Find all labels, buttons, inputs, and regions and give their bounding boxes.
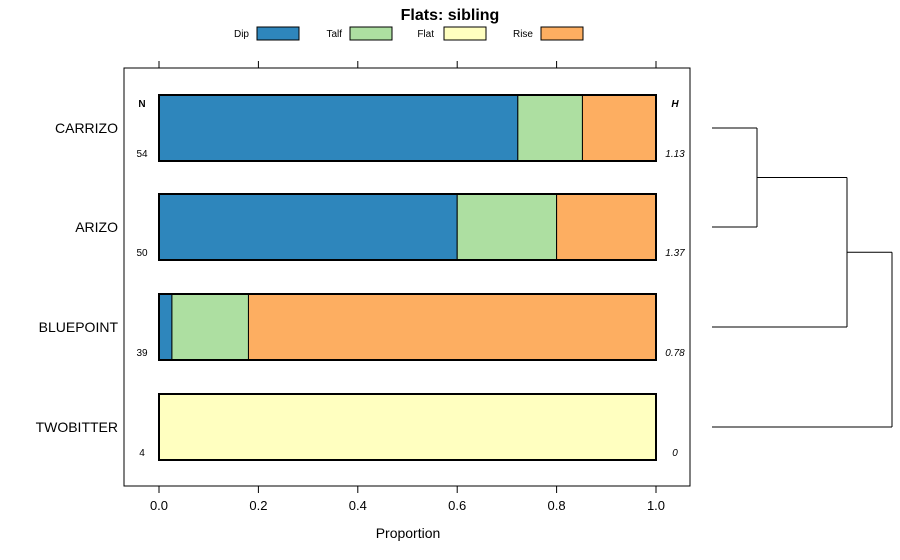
h-value-label: 0.78 xyxy=(665,348,685,359)
bar-segment-rise xyxy=(581,94,657,162)
n-value-label: 39 xyxy=(136,348,148,359)
bar-outline xyxy=(158,393,657,461)
bar-segment-talf xyxy=(517,94,583,162)
x-tick-label: 0.2 xyxy=(249,498,267,513)
plot-frame xyxy=(123,67,691,487)
x-axis: 0.0 0.2 0.4 0.6 0.8 1.0 xyxy=(150,61,665,513)
bar-segment-rise xyxy=(247,293,657,361)
n-value-label: 50 xyxy=(136,248,148,259)
bar-segment-dip xyxy=(158,193,458,261)
legend-swatch xyxy=(349,26,393,41)
x-tick-label: 0.0 xyxy=(150,498,168,513)
x-axis-title: Proportion xyxy=(376,525,441,541)
legend-swatch xyxy=(256,26,300,41)
x-tick-label: 1.0 xyxy=(647,498,665,513)
legend-label: Rise xyxy=(513,29,533,40)
legend: Dip Talf Flat Rise xyxy=(234,26,584,41)
bars xyxy=(158,94,657,461)
h-value-label: 1.13 xyxy=(665,149,685,160)
category-labels: CARRIZO ARIZO BLUEPOINT TWOBITTER xyxy=(36,120,119,435)
category-label: TWOBITTER xyxy=(36,419,118,435)
bar-segment-flat xyxy=(158,393,657,461)
chart-title: Flats: sibling xyxy=(401,7,500,24)
x-tick-label: 0.8 xyxy=(548,498,566,513)
h-value-label: 1.37 xyxy=(665,248,685,259)
n-header: N xyxy=(138,99,145,110)
bar-outline xyxy=(158,193,657,261)
bar-segment-talf xyxy=(456,193,558,261)
bar-outline xyxy=(158,293,657,361)
bar-segment-dip xyxy=(158,293,173,361)
dendrogram xyxy=(712,127,893,428)
x-tick-label: 0.6 xyxy=(448,498,466,513)
legend-label: Dip xyxy=(234,29,249,40)
legend-label: Flat xyxy=(417,29,434,40)
bar-segment-dip xyxy=(158,94,519,162)
n-value-label: 54 xyxy=(136,149,148,160)
category-label: CARRIZO xyxy=(55,120,118,136)
h-header: H xyxy=(671,99,679,110)
legend-swatch xyxy=(443,26,487,41)
n-value-label: 4 xyxy=(139,448,145,459)
category-label: BLUEPOINT xyxy=(39,319,119,335)
x-tick-label: 0.4 xyxy=(349,498,367,513)
bar-segment-talf xyxy=(171,293,249,361)
category-label: ARIZO xyxy=(75,219,118,235)
h-value-label: 0 xyxy=(672,448,678,459)
bar-segment-rise xyxy=(556,193,657,261)
legend-label: Talf xyxy=(326,29,342,40)
legend-swatch xyxy=(540,26,584,41)
annotations: 54 1.13 50 1.37 39 0.78 4 0 xyxy=(136,149,685,459)
bar-outline xyxy=(158,94,657,162)
